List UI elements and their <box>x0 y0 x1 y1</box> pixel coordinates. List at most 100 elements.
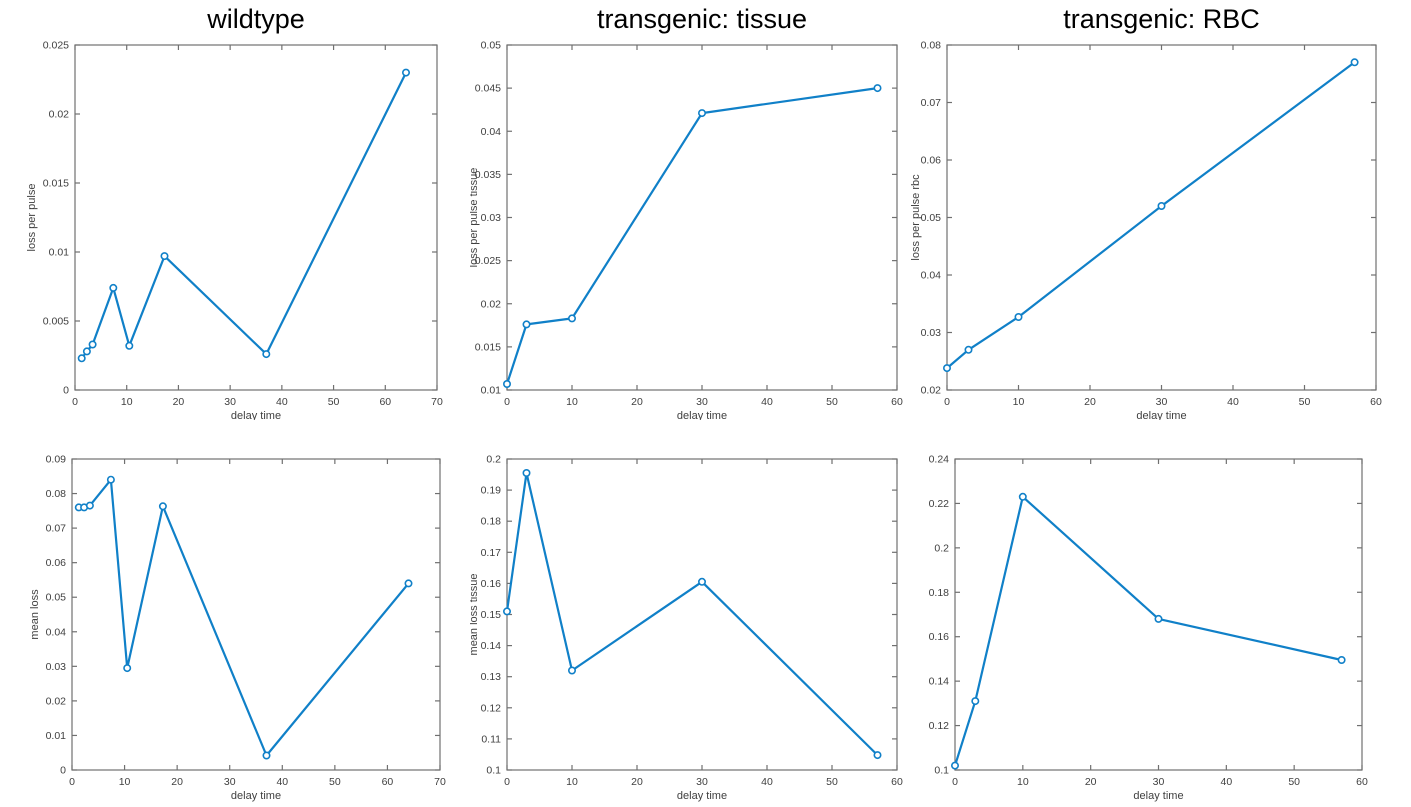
y-tick-label: 0.04 <box>481 126 502 138</box>
data-point-marker <box>522 320 531 329</box>
y-tick-label: 0.18 <box>929 587 950 599</box>
x-tick-label: 60 <box>1370 396 1382 408</box>
x-tick-label: 30 <box>1153 776 1165 788</box>
data-point-marker <box>1157 202 1166 211</box>
x-tick-label: 0 <box>944 396 950 408</box>
data-point-marker <box>160 252 169 261</box>
data-point-marker <box>950 761 959 770</box>
x-tick-label: 20 <box>1085 776 1097 788</box>
x-axis-label: delay time <box>677 790 727 802</box>
y-tick-label: 0.05 <box>921 212 942 224</box>
x-axis-label: delay time <box>231 410 281 420</box>
y-tick-label: 0.06 <box>46 557 67 569</box>
y-tick-label: 0.015 <box>43 178 69 190</box>
y-tick-label: 0.025 <box>43 40 69 52</box>
x-tick-label: 30 <box>224 396 236 408</box>
data-line <box>953 495 1343 767</box>
axes-box <box>506 458 898 771</box>
x-tick-label: 0 <box>504 396 510 408</box>
y-tick-label: 0.16 <box>481 578 502 590</box>
y-tick-label: 0.07 <box>921 97 942 109</box>
x-tick-label: 50 <box>329 776 341 788</box>
y-tick-label: 0.1 <box>486 765 501 777</box>
y-tick-label: 0.01 <box>49 247 70 259</box>
data-point-marker <box>1337 656 1346 665</box>
subplot-title: transgenic: tissue <box>597 4 807 34</box>
data-point-marker <box>568 666 577 675</box>
data-point-marker <box>522 468 531 477</box>
x-tick-label: 20 <box>631 776 643 788</box>
x-axis-label: delay time <box>1136 410 1186 420</box>
y-tick-label: 0.16 <box>929 631 950 643</box>
y-tick-label: 0.19 <box>481 485 502 497</box>
y-tick-label: 0.17 <box>481 547 502 559</box>
y-tick-label: 0.24 <box>929 454 950 466</box>
y-tick-label: 0.2 <box>934 542 949 554</box>
data-point-marker <box>1014 312 1023 321</box>
subplot-transgenic-rbc-mean-loss: 0 10 20 30 40 50 60 0.1 0.12 0.14 0.16 0.18 0.2 0.22 0… <box>929 454 1368 803</box>
data-point-marker <box>873 751 882 760</box>
y-tick-label: 0.015 <box>475 341 501 353</box>
axes-box <box>946 44 1377 391</box>
data-point-marker <box>106 475 115 484</box>
y-tick-label: 0.13 <box>481 671 502 683</box>
x-tick-label: 60 <box>891 396 903 408</box>
x-tick-label: 20 <box>1084 396 1096 408</box>
x-tick-label: 0 <box>952 776 958 788</box>
x-tick-label: 10 <box>566 396 578 408</box>
y-tick-label: 0.045 <box>475 83 501 95</box>
y-tick-label: 0.1 <box>934 765 949 777</box>
data-point-marker <box>109 283 118 292</box>
subplot-transgenic-rbc-loss-per-pulse: 0 10 20 30 40 50 60 0.02 0.03 0.04 0.05 0.06 0.07 0.0… <box>910 4 1382 420</box>
y-tick-label: 0.005 <box>43 316 69 328</box>
data-point-marker <box>123 664 132 673</box>
data-point-marker <box>1350 58 1359 67</box>
y-tick-label: 0 <box>60 765 66 777</box>
y-tick-label: 0.02 <box>49 109 70 121</box>
x-tick-label: 20 <box>631 396 643 408</box>
data-point-marker <box>1154 614 1163 623</box>
y-tick-label: 0.22 <box>929 498 950 510</box>
data-point-marker <box>88 340 97 349</box>
data-line <box>505 86 879 386</box>
subplot-transgenic-tissue-mean-loss: 0 10 20 30 40 50 60 0.1 0.11 0.12 0.13 0.14 0.15 0.16… <box>470 454 903 803</box>
y-tick-label: 0.02 <box>46 695 67 707</box>
x-tick-label: 50 <box>1299 396 1311 408</box>
y-tick-label: 0.03 <box>46 661 67 673</box>
y-tick-label: 0.08 <box>46 488 67 500</box>
y-tick-label: 0.03 <box>921 327 942 339</box>
data-line <box>77 478 410 757</box>
y-tick-label: 0.04 <box>921 270 942 282</box>
x-tick-label: 40 <box>761 396 773 408</box>
y-tick-label: 0.01 <box>481 385 502 397</box>
axes-box <box>954 458 1363 771</box>
y-tick-label: 0.15 <box>481 609 502 621</box>
x-tick-label: 10 <box>119 776 131 788</box>
x-tick-label: 50 <box>826 396 838 408</box>
data-point-marker <box>568 314 577 323</box>
data-point-marker <box>942 364 951 373</box>
y-tick-label: 0.12 <box>481 702 502 714</box>
y-tick-label: 0.05 <box>46 592 67 604</box>
y-tick-label: 0.01 <box>46 730 67 742</box>
data-point-marker <box>873 84 882 93</box>
data-point-marker <box>82 347 91 356</box>
data-line <box>505 471 879 757</box>
x-tick-label: 40 <box>1220 776 1232 788</box>
x-tick-label: 50 <box>826 776 838 788</box>
y-axis-label: loss per pulse tissue <box>470 168 480 268</box>
y-tick-label: 0.025 <box>475 255 501 267</box>
y-tick-label: 0.11 <box>481 733 501 745</box>
data-point-marker <box>125 341 134 350</box>
y-tick-label: 0.035 <box>475 169 501 181</box>
y-tick-label: 0.2 <box>486 454 501 466</box>
y-tick-label: 0.07 <box>46 523 67 535</box>
x-tick-label: 40 <box>1227 396 1239 408</box>
y-tick-label: 0.02 <box>921 385 942 397</box>
data-point-marker <box>1018 492 1027 501</box>
x-axis-label: delay time <box>677 410 727 420</box>
y-tick-label: 0.04 <box>46 626 67 638</box>
y-tick-label: 0.03 <box>481 212 502 224</box>
x-tick-label: 60 <box>379 396 391 408</box>
x-tick-label: 30 <box>696 776 708 788</box>
